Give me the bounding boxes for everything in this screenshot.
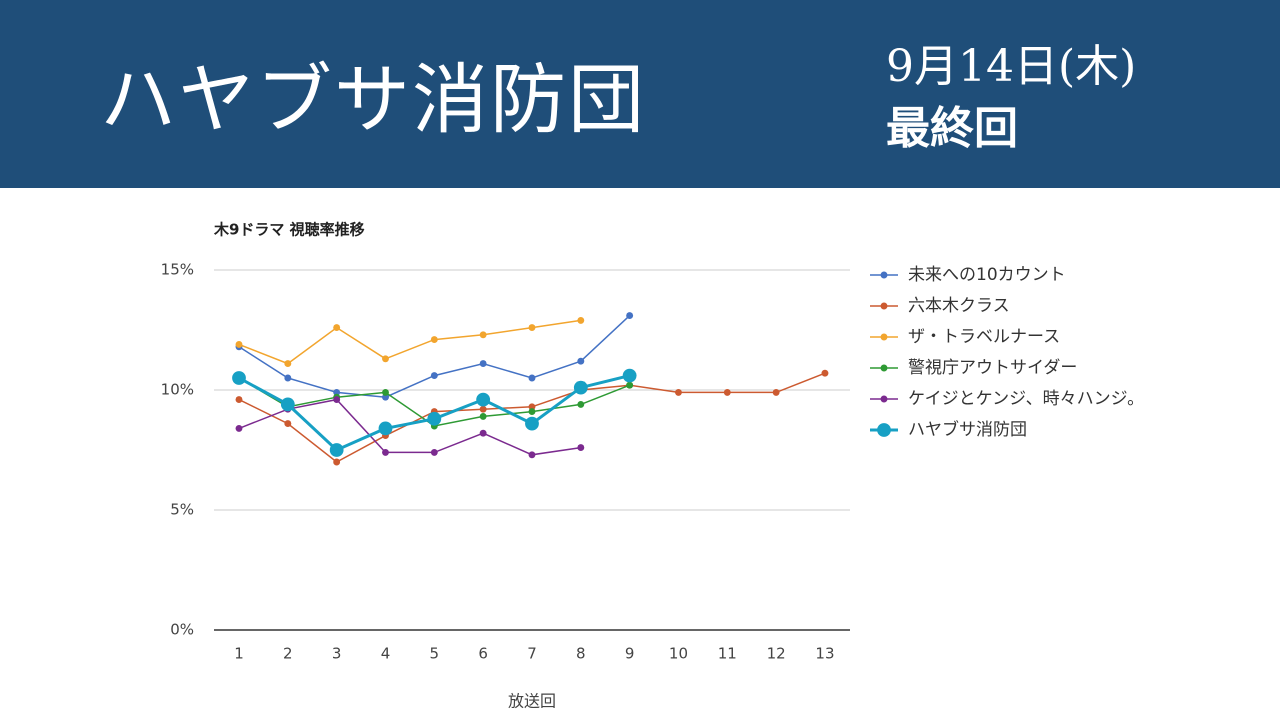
data-point — [235, 340, 243, 348]
data-point — [333, 396, 341, 404]
data-point — [577, 316, 585, 324]
data-point — [284, 360, 292, 368]
chart: 木9ドラマ 視聴率推移 放送回 0%5%10%15%1 2 3 4 5 6 7 8 9 10 11 1… — [161, 221, 850, 711]
header-date: 9月14日(木) — [886, 41, 1137, 92]
data-point — [528, 403, 536, 411]
header-note: 最終回 — [886, 103, 1018, 154]
data-point — [528, 408, 536, 416]
data-point — [479, 360, 487, 368]
chart-title: 木9ドラマ 視聴率推移 — [213, 221, 365, 239]
data-point — [723, 388, 731, 396]
data-point — [235, 424, 243, 432]
legend-swatch — [870, 302, 898, 310]
x-tick-label: 8 — [576, 645, 586, 663]
data-point — [626, 381, 634, 389]
legend-marker — [880, 271, 888, 279]
x-tick-label: 5 — [430, 645, 440, 663]
x-tick-label: 6 — [478, 645, 488, 663]
legend-swatch — [870, 423, 898, 437]
x-tick-label: 7 — [527, 645, 537, 663]
legend-swatch — [870, 395, 898, 403]
data-point — [479, 331, 487, 339]
data-point — [430, 336, 438, 344]
legend-marker — [877, 423, 891, 437]
x-axis-label: 放送回 — [508, 692, 556, 711]
x-tick-label: 3 — [332, 645, 342, 663]
data-point — [577, 400, 585, 408]
x-tick-label: 13 — [815, 645, 834, 663]
data-point — [528, 451, 536, 459]
data-point — [235, 396, 243, 404]
legend-label: ザ・トラベルナース — [908, 327, 1061, 347]
data-point — [333, 388, 341, 396]
series-line — [238, 319, 581, 365]
data-point — [430, 372, 438, 380]
data-point — [382, 448, 389, 456]
legend-label: 未来への10カウント — [908, 265, 1066, 285]
data-point — [479, 405, 487, 413]
x-tick-label: 11 — [718, 645, 737, 663]
data-point — [479, 429, 487, 437]
data-point — [577, 444, 585, 452]
legend-label: ハヤブサ消防団 — [908, 420, 1027, 440]
data-point — [479, 412, 487, 420]
legend-swatch — [870, 333, 898, 341]
x-tick-label: 10 — [669, 645, 688, 663]
data-point — [821, 369, 829, 377]
data-point — [427, 411, 442, 426]
legend-entry: 六本木クラス — [868, 295, 1158, 318]
data-point — [622, 368, 637, 383]
legend-marker — [880, 333, 888, 341]
data-point — [329, 443, 344, 457]
legend-entry: ケイジとケンジ、時々ハンジ。 — [868, 388, 1158, 411]
header: ハヤブサ消防団 9月14日(木) 最終回 — [0, 0, 1280, 188]
legend-marker — [880, 302, 888, 310]
legend-entry: 未来への10カウント — [868, 264, 1158, 287]
data-point — [577, 357, 585, 365]
data-point — [280, 397, 295, 412]
legend: 未来への10カウント 六本木クラスザ・トラベルナース 警視庁アウトサイダーケイジとケ… — [868, 264, 1158, 450]
legend-label: 警視庁アウトサイダー — [908, 358, 1078, 378]
legend-swatch — [870, 364, 898, 372]
y-tick-label: 15% — [161, 261, 194, 279]
data-point — [382, 393, 389, 401]
data-point — [675, 388, 682, 396]
data-point — [378, 421, 393, 436]
data-point — [525, 416, 539, 431]
data-point — [772, 388, 780, 396]
data-point — [382, 388, 389, 396]
y-tick-label: 0% — [170, 621, 194, 639]
x-tick-label: 9 — [625, 645, 635, 663]
data-point — [528, 374, 536, 382]
header-title: ハヤブサ消防団 — [100, 55, 646, 144]
legend-marker — [880, 364, 888, 372]
y-tick-label: 10% — [161, 381, 194, 399]
x-tick-label: 12 — [767, 645, 786, 663]
data-point — [284, 420, 292, 428]
data-point — [232, 371, 246, 385]
legend-swatch — [870, 271, 898, 279]
series-line — [238, 398, 581, 456]
legend-entry: 警視庁アウトサイダー — [868, 357, 1158, 380]
y-tick-label: 5% — [170, 501, 194, 519]
x-tick-label: 1 — [234, 645, 244, 663]
data-point — [430, 448, 438, 456]
data-point — [528, 324, 536, 332]
legend-label: 六本木クラス — [908, 296, 1010, 316]
legend-entry: ハヤブサ消防団 — [868, 419, 1158, 442]
data-point — [333, 458, 341, 466]
data-point — [333, 324, 341, 332]
x-tick-label: 4 — [381, 645, 391, 663]
data-point — [284, 374, 292, 382]
legend-marker — [880, 395, 888, 403]
data-point — [626, 312, 634, 320]
data-point — [382, 355, 389, 363]
x-tick-label: 2 — [283, 645, 293, 663]
legend-entry: ザ・トラベルナース — [868, 326, 1158, 349]
data-point — [476, 392, 491, 407]
legend-label: ケイジとケンジ、時々ハンジ。 — [908, 389, 1145, 409]
data-point — [573, 380, 588, 395]
